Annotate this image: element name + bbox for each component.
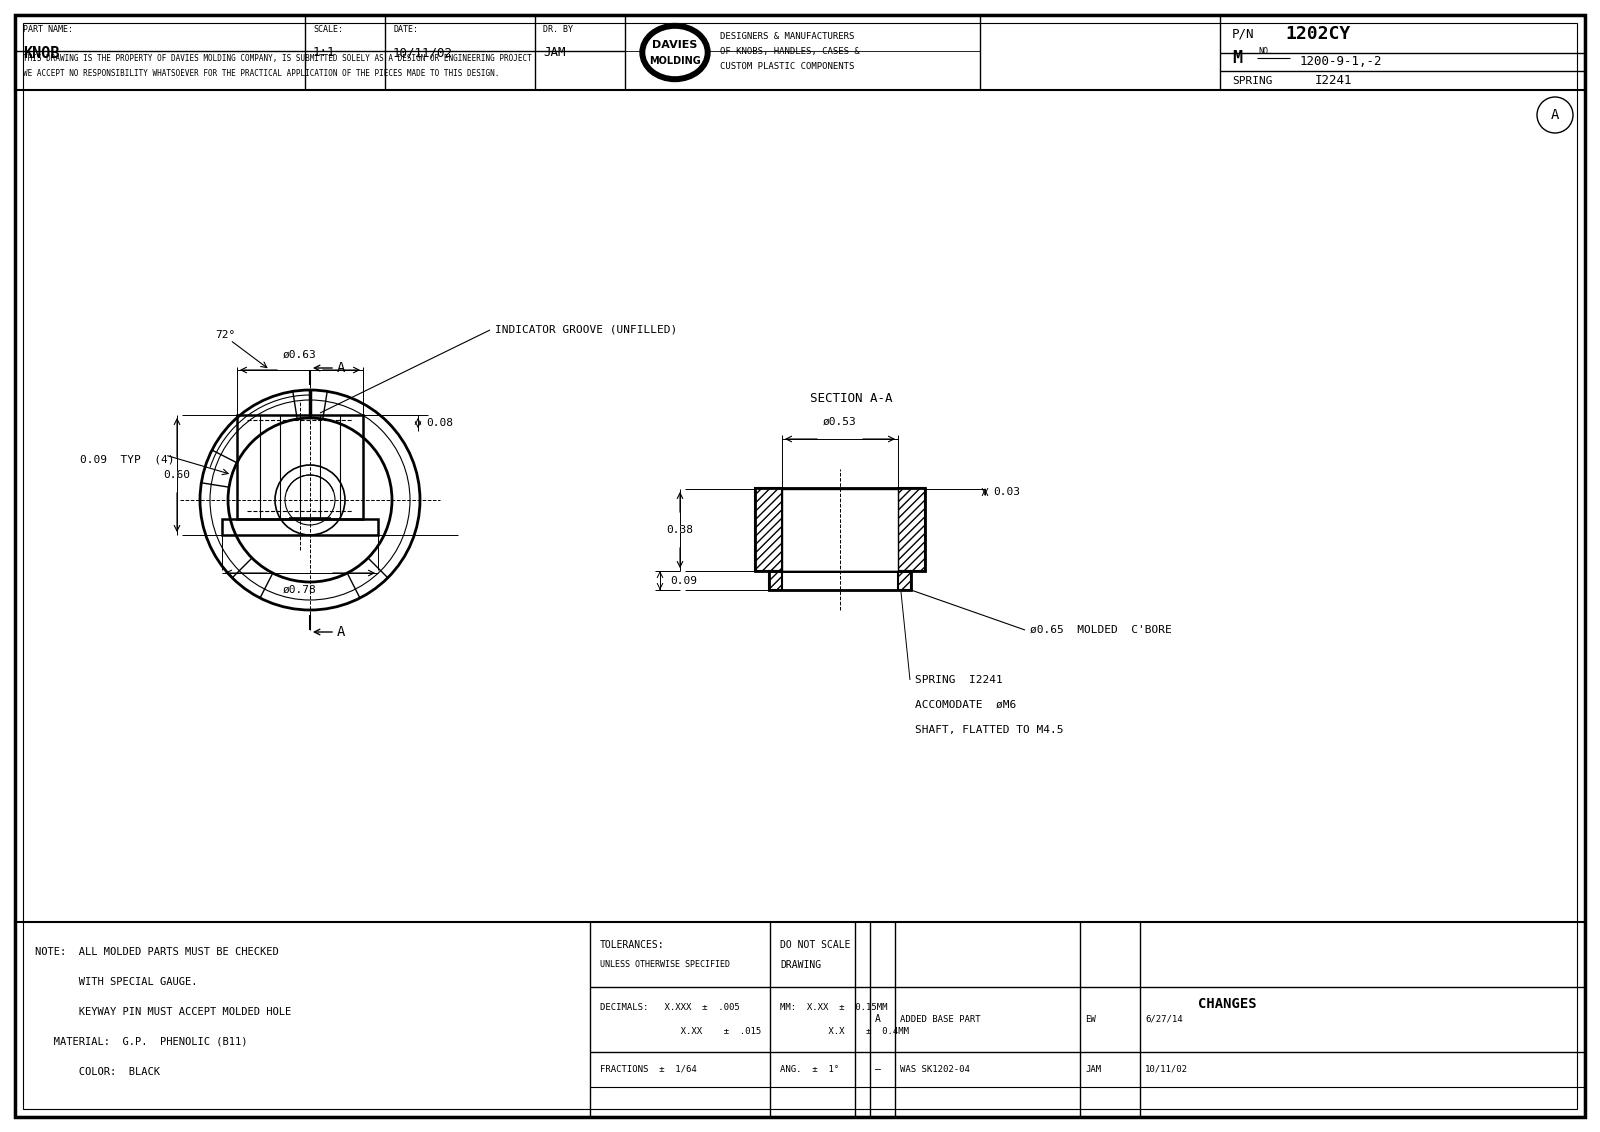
- Text: DRAWING: DRAWING: [781, 960, 821, 969]
- Text: ø0.53: ø0.53: [822, 417, 858, 427]
- Text: 1202CY: 1202CY: [1285, 25, 1350, 43]
- Bar: [770, 571, 910, 590]
- Text: 1:1: 1:1: [314, 46, 336, 59]
- Text: UNLESS OTHERWISE SPECIFIED: UNLESS OTHERWISE SPECIFIED: [600, 960, 730, 969]
- Text: P/N: P/N: [1232, 27, 1254, 41]
- Text: A: A: [875, 1014, 882, 1024]
- Text: 0.09  TYP  (4): 0.09 TYP (4): [80, 455, 174, 465]
- Text: I2241: I2241: [1315, 74, 1352, 87]
- Text: A: A: [338, 361, 346, 375]
- Text: NO.: NO.: [1258, 48, 1274, 57]
- Text: DESIGNERS & MANUFACTURERS: DESIGNERS & MANUFACTURERS: [720, 32, 854, 41]
- Text: CHANGES: CHANGES: [1198, 997, 1258, 1012]
- Text: 0.38: 0.38: [667, 525, 693, 535]
- Text: 0.09: 0.09: [670, 576, 698, 586]
- Text: 6/27/14: 6/27/14: [1146, 1015, 1182, 1024]
- Text: 10/11/02: 10/11/02: [1146, 1065, 1187, 1074]
- Bar: [237, 415, 363, 518]
- Text: ADDED BASE PART: ADDED BASE PART: [899, 1015, 981, 1024]
- Text: ø0.63: ø0.63: [283, 350, 317, 360]
- Text: 0.60: 0.60: [163, 470, 190, 480]
- Text: X.XX    ±  .015: X.XX ± .015: [600, 1027, 762, 1036]
- Text: ø0.78: ø0.78: [283, 585, 317, 595]
- Bar: [14, 15, 1586, 91]
- Bar: [770, 571, 782, 590]
- Text: M: M: [1232, 49, 1242, 67]
- Text: THIS DRAWING IS THE PROPERTY OF DAVIES MOLDING COMPANY, IS SUBMITTED SOLELY AS A: THIS DRAWING IS THE PROPERTY OF DAVIES M…: [22, 54, 531, 63]
- Text: A: A: [338, 625, 346, 638]
- Text: SPRING: SPRING: [1232, 76, 1272, 86]
- Text: 0.08: 0.08: [426, 418, 453, 428]
- Text: –: –: [875, 1064, 882, 1074]
- Text: 10/11/02: 10/11/02: [394, 46, 453, 59]
- Text: MATERIAL:  G.P.  PHENOLIC (B11): MATERIAL: G.P. PHENOLIC (B11): [35, 1037, 248, 1047]
- Bar: [755, 488, 782, 571]
- Bar: [222, 518, 378, 535]
- Text: JAM: JAM: [542, 46, 565, 59]
- Text: SPRING  I2241: SPRING I2241: [915, 675, 1003, 685]
- Text: DECIMALS:   X.XXX  ±  .005: DECIMALS: X.XXX ± .005: [600, 1003, 739, 1012]
- Text: 0.38: 0.38: [667, 525, 693, 535]
- Text: SECTION A-A: SECTION A-A: [810, 393, 893, 405]
- Text: X.X    ±  0.4MM: X.X ± 0.4MM: [781, 1027, 909, 1036]
- Text: JAM: JAM: [1085, 1065, 1101, 1074]
- Text: ø0.65  MOLDED  C'BORE: ø0.65 MOLDED C'BORE: [1030, 625, 1171, 635]
- Text: DAVIES: DAVIES: [653, 40, 698, 50]
- Ellipse shape: [640, 24, 710, 82]
- Text: 0.60: 0.60: [163, 470, 190, 480]
- Text: EW: EW: [1085, 1015, 1096, 1024]
- Text: COLOR:  BLACK: COLOR: BLACK: [35, 1067, 160, 1077]
- Text: SCALE:: SCALE:: [314, 25, 342, 34]
- Text: DATE:: DATE:: [394, 25, 418, 34]
- Text: CUSTOM PLASTIC COMPONENTS: CUSTOM PLASTIC COMPONENTS: [720, 62, 854, 71]
- Text: WITH SPECIAL GAUGE.: WITH SPECIAL GAUGE.: [35, 977, 197, 987]
- Text: FRACTIONS  ±  1/64: FRACTIONS ± 1/64: [600, 1065, 696, 1074]
- Text: TOLERANCES:: TOLERANCES:: [600, 940, 664, 950]
- Text: KEYWAY PIN MUST ACCEPT MOLDED HOLE: KEYWAY PIN MUST ACCEPT MOLDED HOLE: [35, 1007, 291, 1017]
- Text: SHAFT, FLATTED TO M4.5: SHAFT, FLATTED TO M4.5: [915, 724, 1064, 735]
- Text: DR. BY: DR. BY: [542, 25, 573, 34]
- Bar: [898, 571, 910, 590]
- Text: ANG.  ±  1°: ANG. ± 1°: [781, 1065, 838, 1074]
- Text: 1200-9-1,-2: 1200-9-1,-2: [1299, 55, 1382, 68]
- Text: 0.03: 0.03: [994, 487, 1021, 497]
- Ellipse shape: [646, 29, 704, 76]
- Text: ACCOMODATE  øM6: ACCOMODATE øM6: [915, 700, 1016, 710]
- Text: OF KNOBS, HANDLES, CASES &: OF KNOBS, HANDLES, CASES &: [720, 48, 859, 55]
- Text: WE ACCEPT NO RESPONSIBILITY WHATSOEVER FOR THE PRACTICAL APPLICATION OF THE PIEC: WE ACCEPT NO RESPONSIBILITY WHATSOEVER F…: [22, 69, 499, 78]
- Text: MOLDING: MOLDING: [650, 55, 701, 66]
- Text: PART NAME:: PART NAME:: [22, 25, 74, 34]
- Bar: [782, 488, 898, 571]
- Bar: [898, 488, 925, 571]
- Text: KNOB: KNOB: [22, 46, 59, 61]
- Text: DO NOT SCALE: DO NOT SCALE: [781, 940, 851, 950]
- Text: MM:  X.XX  ±  0.15MM: MM: X.XX ± 0.15MM: [781, 1003, 888, 1012]
- Text: INDICATOR GROOVE (UNFILLED): INDICATOR GROOVE (UNFILLED): [494, 325, 677, 335]
- Text: 72°: 72°: [214, 331, 235, 340]
- Text: WAS SK1202-04: WAS SK1202-04: [899, 1065, 970, 1074]
- Bar: [755, 488, 925, 571]
- Text: NOTE:  ALL MOLDED PARTS MUST BE CHECKED: NOTE: ALL MOLDED PARTS MUST BE CHECKED: [35, 947, 278, 957]
- Bar: [14, 921, 1586, 1117]
- Text: A: A: [1550, 108, 1558, 122]
